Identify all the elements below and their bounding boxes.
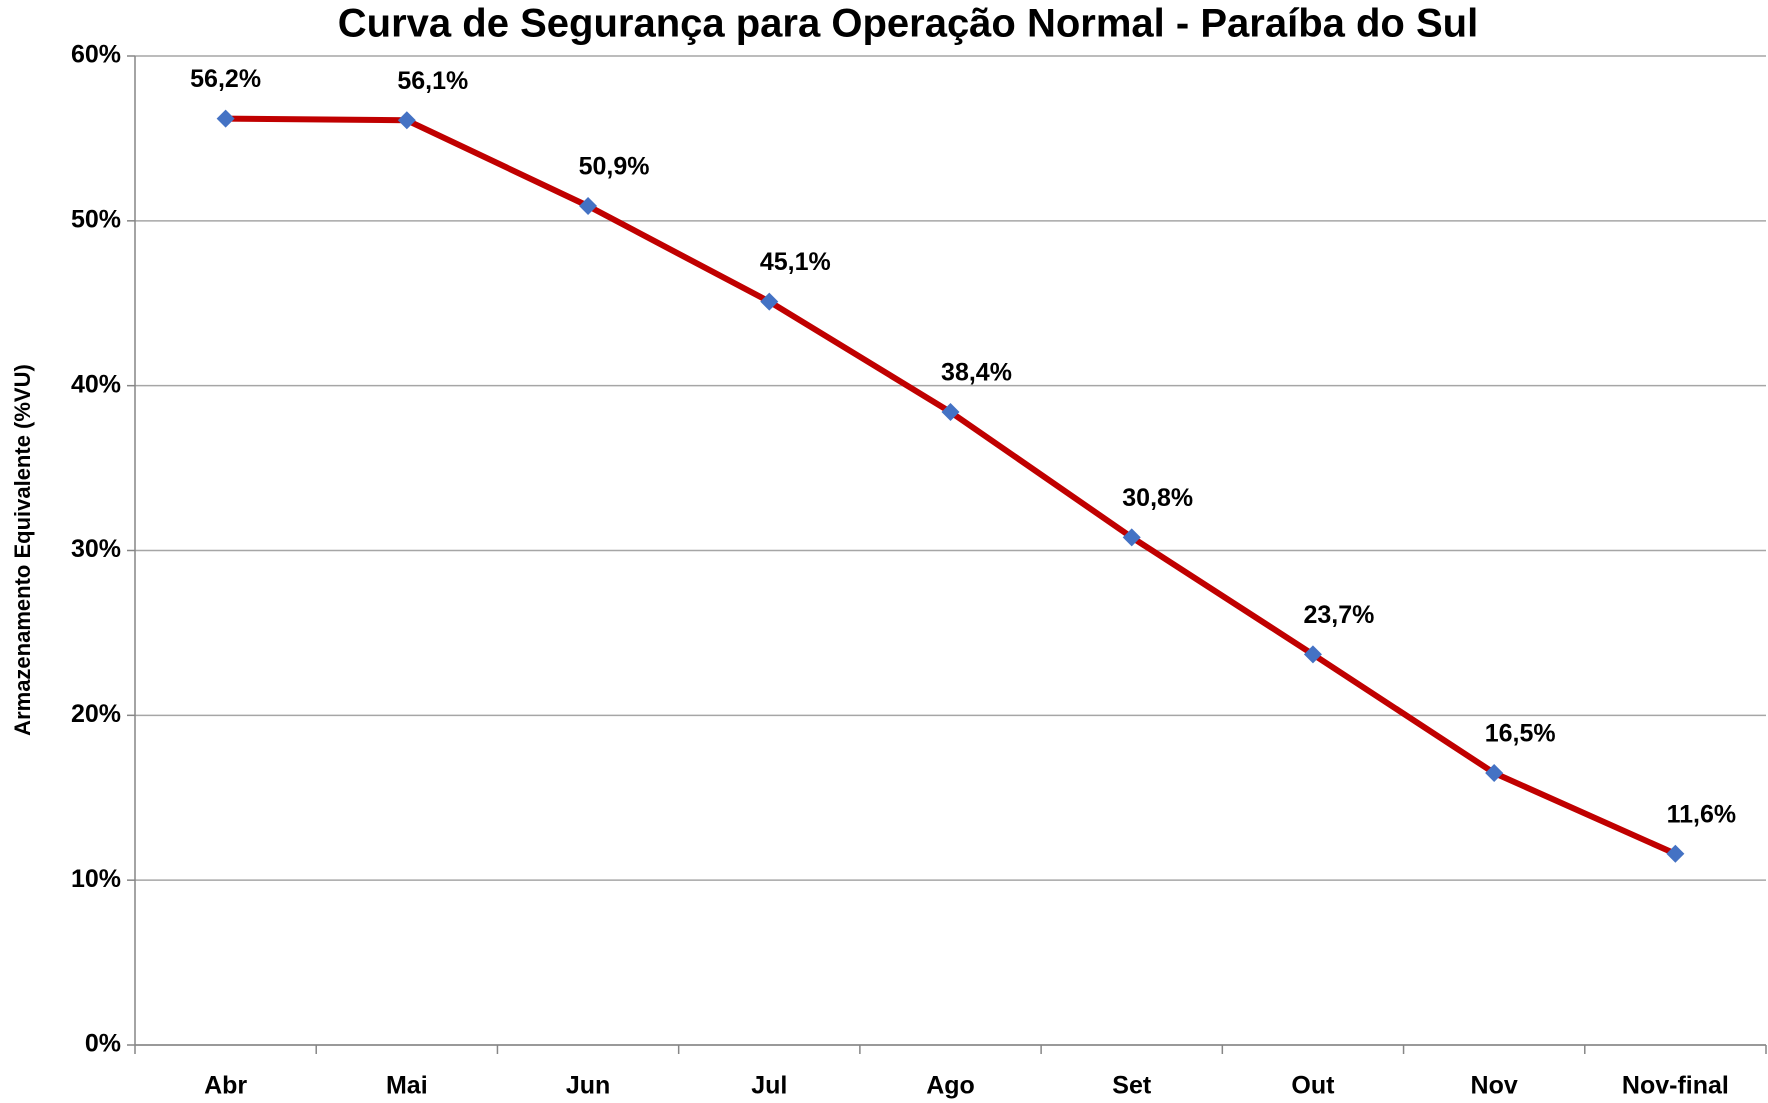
line — [225, 115, 1677, 857]
marker — [579, 196, 598, 215]
y-tick-label: 0% — [85, 1030, 121, 1058]
marker — [397, 111, 416, 130]
marker — [941, 403, 960, 422]
x-tick-label: Mai — [386, 1072, 428, 1100]
x-tick-label: Abr — [204, 1072, 247, 1100]
marker — [1666, 844, 1685, 863]
x-tick-label: Nov — [1471, 1072, 1518, 1100]
data-label: 16,5% — [1485, 720, 1556, 748]
data-label: 23,7% — [1303, 601, 1374, 629]
marker — [760, 292, 779, 311]
data-label: 38,4% — [941, 359, 1012, 387]
y-tick-label: 20% — [71, 700, 121, 728]
y-tick-label: 40% — [71, 370, 121, 398]
data-label: 50,9% — [579, 153, 650, 181]
chart-title: Curva de Segurança para Operação Normal … — [338, 2, 1478, 46]
y-tick-label: 10% — [71, 865, 121, 893]
data-label: 56,1% — [397, 67, 468, 95]
marker — [1303, 645, 1322, 664]
data-label: 30,8% — [1122, 484, 1193, 512]
x-tick-label: Jun — [566, 1072, 610, 1100]
y-tick-label: 60% — [71, 41, 121, 69]
marker — [216, 109, 235, 128]
data-label: 11,6% — [1667, 800, 1737, 828]
x-tick-label: Ago — [926, 1072, 975, 1100]
x-tick-label: Jul — [751, 1072, 787, 1100]
data-label: 45,1% — [760, 248, 831, 276]
y-axis-label: Armazenamento Equivalente (%VU) — [10, 364, 35, 736]
data-label: 56,2% — [190, 65, 261, 93]
marker — [1122, 528, 1141, 547]
y-tick-label: 50% — [71, 205, 121, 233]
x-tick-label: Set — [1112, 1072, 1152, 1100]
x-tick-label: Nov-final — [1622, 1072, 1729, 1100]
x-tick-label: Out — [1291, 1072, 1335, 1100]
marker — [1485, 764, 1504, 783]
y-tick-label: 30% — [71, 535, 121, 563]
